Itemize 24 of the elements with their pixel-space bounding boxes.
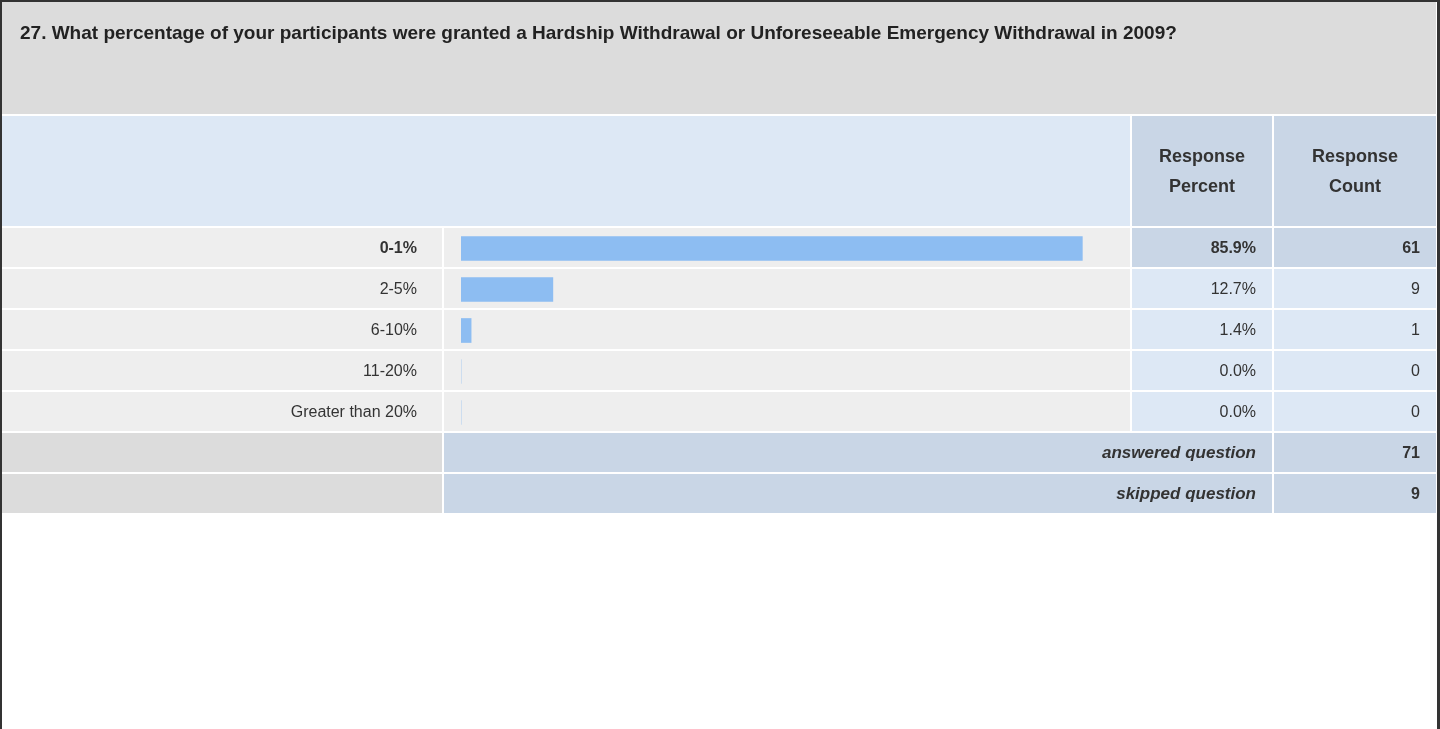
text: 0 bbox=[1274, 392, 1436, 431]
data-label: 0.0% bbox=[1219, 361, 1256, 379]
data-label: 1.4% bbox=[1219, 320, 1256, 338]
data-label: 0.0% bbox=[1219, 402, 1256, 420]
y-tick-label: 6-10% bbox=[370, 320, 417, 338]
y-tick-label: 0-1% bbox=[379, 238, 417, 256]
text: 0 bbox=[1274, 351, 1436, 390]
text: Response Percent bbox=[1132, 116, 1272, 226]
text: 71 bbox=[1274, 433, 1436, 472]
text: 9 bbox=[1274, 474, 1436, 513]
data-label: 85.9% bbox=[1210, 238, 1256, 256]
text: 9 bbox=[1274, 269, 1436, 308]
data-label: 12.7% bbox=[1210, 279, 1256, 297]
chart-title: 27. What percentage of your participants were granted a Hardship Withdrawal or Unforeseeable Emergency Withdrawal in 2009? bbox=[2, 2, 1436, 114]
text: Response Count bbox=[1274, 116, 1436, 226]
text: answered question bbox=[444, 433, 1272, 472]
y-tick-label: 2-5% bbox=[379, 279, 417, 297]
y-tick-label: Greater than 20% bbox=[290, 402, 417, 420]
text: 1 bbox=[1274, 310, 1436, 349]
text: 61 bbox=[1274, 228, 1436, 267]
text: skipped question bbox=[444, 474, 1272, 513]
bar bbox=[461, 318, 472, 343]
bar bbox=[461, 277, 554, 302]
y-tick-label: 11-20% bbox=[363, 361, 417, 379]
